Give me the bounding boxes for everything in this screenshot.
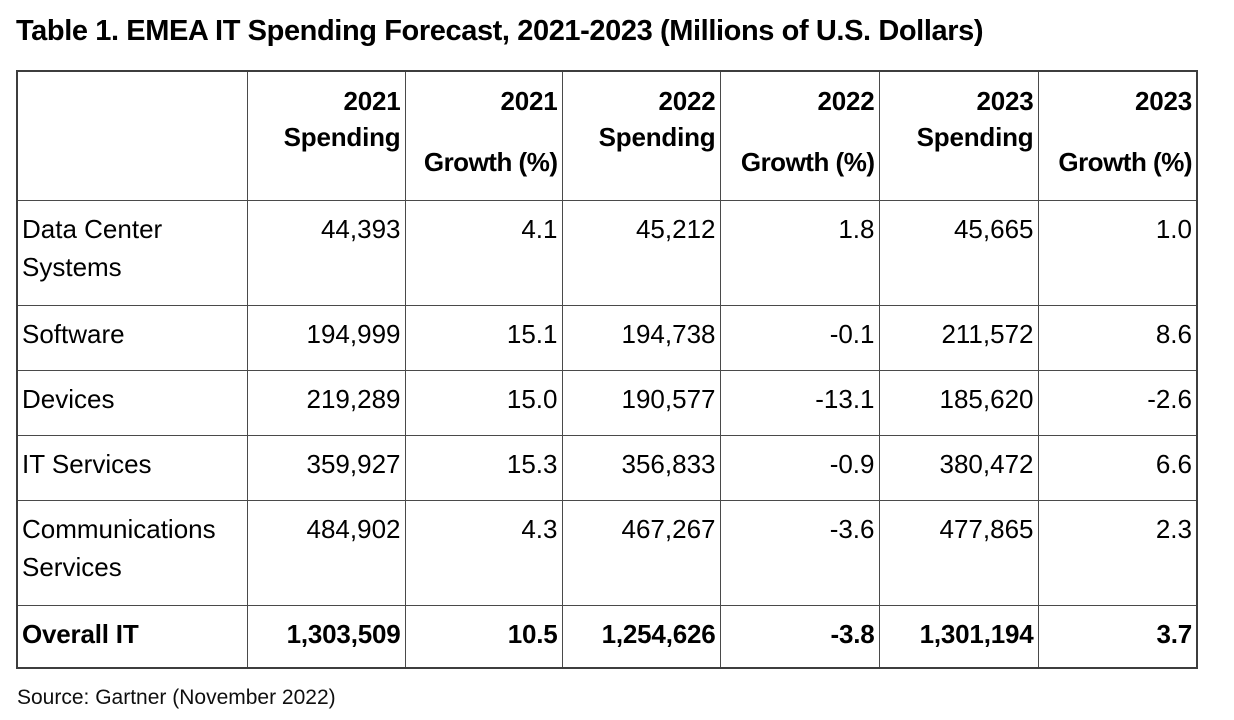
header-year-label: 2023: [976, 86, 1034, 116]
header-metric-label: Spending: [598, 122, 716, 152]
cell-2021-spending: 484,902: [246, 499, 406, 606]
header-2021-spending: 2021 Spending: [246, 70, 406, 201]
header-metric-label: Growth (%): [423, 147, 558, 177]
header-2021-growth: 2021 Growth (%): [404, 70, 563, 201]
table-row-data-center-systems: Data Center Systems 44,393 4.1 45,212 1.…: [16, 199, 1198, 306]
table-row-communications-services: Communications Services 484,902 4.3 467,…: [16, 499, 1198, 606]
cell-2021-growth: 15.3: [404, 434, 563, 501]
cell-2022-spending: 356,833: [561, 434, 721, 501]
cell-2022-spending: 467,267: [561, 499, 721, 606]
cell-2021-growth: 15.0: [404, 369, 563, 436]
cell-2023-growth: -2.6: [1037, 369, 1198, 436]
cell-2022-growth: 1.8: [719, 199, 880, 306]
row-label: IT Services: [16, 434, 248, 501]
cell-2021-growth: 10.5: [404, 604, 563, 669]
header-metric-label: Spending: [916, 122, 1034, 152]
header-year-label: 2022: [817, 86, 875, 116]
cell-2021-growth: 15.1: [404, 304, 563, 371]
cell-2022-spending: 190,577: [561, 369, 721, 436]
cell-2023-growth: 3.7: [1037, 604, 1198, 669]
header-metric-label: Growth (%): [740, 147, 875, 177]
row-label: Data Center Systems: [16, 199, 248, 306]
row-label: Devices: [16, 369, 248, 436]
header-metric-label: Spending: [283, 122, 401, 152]
header-year-label: 2022: [658, 86, 716, 116]
cell-2021-spending: 194,999: [246, 304, 406, 371]
row-label: Software: [16, 304, 248, 371]
cell-2023-spending: 185,620: [878, 369, 1039, 436]
cell-2023-growth: 6.6: [1037, 434, 1198, 501]
header-metric-label: Growth (%): [1058, 147, 1192, 177]
table-row-devices: Devices 219,289 15.0 190,577 -13.1 185,6…: [16, 369, 1198, 436]
cell-2023-growth: 1.0: [1037, 199, 1198, 306]
header-2023-spending: 2023 Spending: [878, 70, 1039, 201]
cell-2022-growth: -3.8: [719, 604, 880, 669]
cell-2023-growth: 2.3: [1037, 499, 1198, 606]
cell-2022-growth: -13.1: [719, 369, 880, 436]
table-row-overall-it: Overall IT 1,303,509 10.5 1,254,626 -3.8…: [16, 604, 1198, 669]
cell-2021-spending: 1,303,509: [246, 604, 406, 669]
cell-2023-spending: 380,472: [878, 434, 1039, 501]
source-note: Source: Gartner (November 2022): [17, 686, 336, 709]
emea-it-spending-table: 2021 Spending 2021 Growth (%) 2022 Spend…: [16, 70, 1198, 669]
header-year-label: 2023: [1134, 86, 1192, 116]
row-label: Overall IT: [16, 604, 248, 669]
header-cell-empty: [16, 70, 248, 201]
header-2022-spending: 2022 Spending: [561, 70, 721, 201]
table-row-software: Software 194,999 15.1 194,738 -0.1 211,5…: [16, 304, 1198, 371]
cell-2023-spending: 45,665: [878, 199, 1039, 306]
cell-2021-spending: 44,393: [246, 199, 406, 306]
cell-2022-spending: 1,254,626: [561, 604, 721, 669]
cell-2023-spending: 477,865: [878, 499, 1039, 606]
cell-2022-growth: -3.6: [719, 499, 880, 606]
cell-2022-growth: -0.1: [719, 304, 880, 371]
header-2023-growth: 2023 Growth (%): [1037, 70, 1198, 201]
cell-2021-growth: 4.3: [404, 499, 563, 606]
header-year-label: 2021: [500, 86, 558, 116]
table-title: Table 1. EMEA IT Spending Forecast, 2021…: [16, 15, 984, 47]
cell-2021-spending: 219,289: [246, 369, 406, 436]
header-year-label: 2021: [343, 86, 401, 116]
header-row: 2021 Spending 2021 Growth (%) 2022 Spend…: [16, 70, 1198, 201]
cell-2021-growth: 4.1: [404, 199, 563, 306]
cell-2022-spending: 45,212: [561, 199, 721, 306]
cell-2023-spending: 211,572: [878, 304, 1039, 371]
cell-2022-spending: 194,738: [561, 304, 721, 371]
table-row-it-services: IT Services 359,927 15.3 356,833 -0.9 38…: [16, 434, 1198, 501]
cell-2023-growth: 8.6: [1037, 304, 1198, 371]
cell-2021-spending: 359,927: [246, 434, 406, 501]
cell-2022-growth: -0.9: [719, 434, 880, 501]
row-label: Communications Services: [16, 499, 248, 606]
header-2022-growth: 2022 Growth (%): [719, 70, 880, 201]
cell-2023-spending: 1,301,194: [878, 604, 1039, 669]
